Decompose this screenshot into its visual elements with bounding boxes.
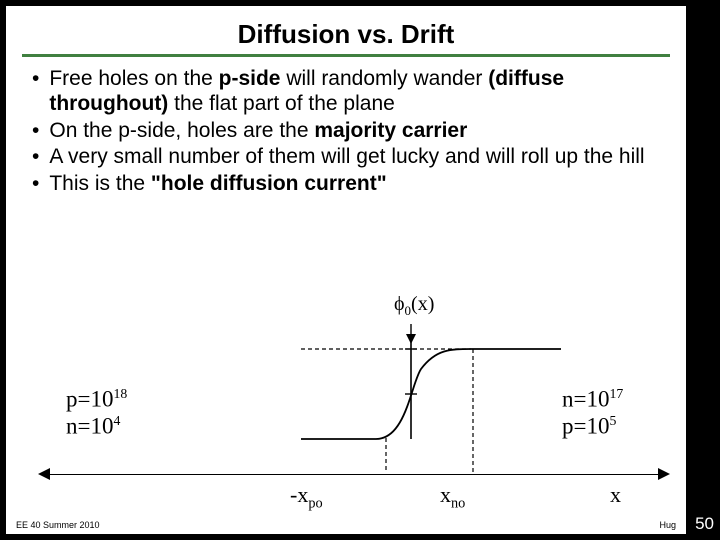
bullet-marker: • bbox=[32, 67, 49, 117]
xpo-label: -xpo bbox=[290, 482, 323, 512]
bullet-marker: • bbox=[32, 145, 49, 170]
bullet-item: • Free holes on the p-side will randomly… bbox=[32, 67, 664, 117]
right-concentration: n=1017 p=105 bbox=[562, 386, 623, 439]
bullet-item: • On the p-side, holes are the majority … bbox=[32, 119, 664, 144]
x-axis-arrow-right bbox=[658, 468, 670, 480]
bullet-text: On the p-side, holes are the majority ca… bbox=[49, 119, 664, 144]
potential-curve bbox=[301, 349, 561, 439]
chart-svg bbox=[301, 324, 561, 474]
potential-chart bbox=[301, 324, 561, 464]
bullet-text: A very small number of them will get luc… bbox=[49, 145, 664, 170]
xno-label: xno bbox=[440, 482, 465, 512]
bullet-list: • Free holes on the p-side will randomly… bbox=[6, 67, 686, 197]
bullet-marker: • bbox=[32, 172, 49, 197]
bullet-marker: • bbox=[32, 119, 49, 144]
slide-title: Diffusion vs. Drift bbox=[6, 6, 686, 54]
bullet-text: This is the "hole diffusion current" bbox=[49, 172, 664, 197]
title-underline bbox=[22, 54, 670, 57]
bullet-text: Free holes on the p-side will randomly w… bbox=[49, 67, 664, 117]
footer-left: EE 40 Summer 2010 bbox=[16, 520, 100, 530]
page-number: 50 bbox=[695, 514, 714, 534]
phi-label: ϕ0(x) bbox=[394, 293, 434, 319]
bullet-item: • A very small number of them will get l… bbox=[32, 145, 664, 170]
x-axis bbox=[44, 474, 662, 475]
x-far-label: x bbox=[610, 482, 621, 508]
bullet-item: • This is the "hole diffusion current" bbox=[32, 172, 664, 197]
footer-right: Hug bbox=[659, 520, 676, 530]
left-concentration: p=1018 n=104 bbox=[66, 386, 127, 439]
